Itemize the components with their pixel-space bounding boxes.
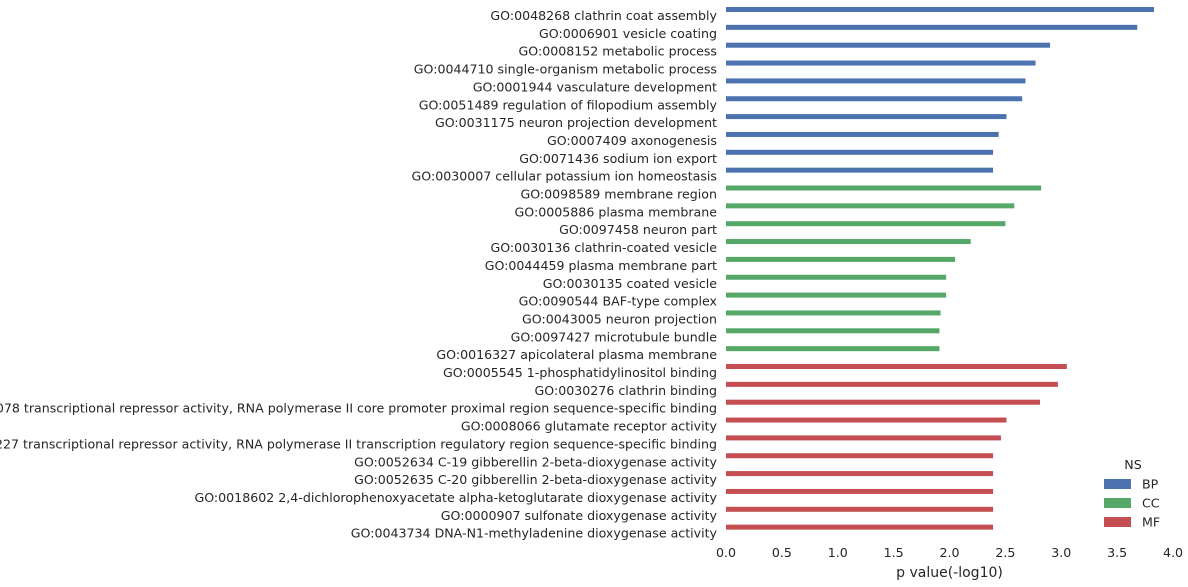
- x-tick-label-1-5: 1.5: [884, 545, 904, 560]
- bar-go-0043734: [726, 524, 994, 530]
- legend-title: NS: [1124, 457, 1141, 472]
- x-tick-label-2-5: 2.5: [995, 545, 1015, 560]
- category-label-go-0051489: GO:0051489 regulation of filopodium asse…: [419, 97, 718, 112]
- x-tick-label-3-5: 3.5: [1107, 545, 1127, 560]
- x-axis: 0.0 0.5 1.0 1.5 2.0 2.5 3.0 3.5 4.0: [716, 545, 1183, 560]
- x-tick-label-0-5: 0.5: [772, 545, 792, 560]
- legend-swatch-bp: [1104, 479, 1131, 489]
- x-tick-label-2-0: 2.0: [939, 545, 959, 560]
- category-label-go-0044459: GO:0044459 plasma membrane part: [485, 258, 717, 273]
- bar-go-0030136: [726, 239, 971, 245]
- bar-go-0008066: [726, 417, 1007, 423]
- category-label-go-0098589: GO:0098589 membrane region: [520, 187, 717, 202]
- category-label-go-0008066: GO:0008066 glutamate receptor activity: [461, 419, 718, 434]
- category-label-go-0030007: GO:0030007 cellular potassium ion homeos…: [412, 169, 718, 184]
- legend-swatch-cc: [1104, 498, 1131, 508]
- bar-go-0030007: [726, 167, 994, 173]
- category-label-go-0030135: GO:0030135 coated vesicle: [543, 276, 717, 291]
- bar-go-0044459: [726, 256, 956, 262]
- bar-go-0001078: [726, 399, 1041, 405]
- category-label-go-0031175: GO:0031175 neuron projection development: [435, 115, 717, 130]
- category-label-go-0090544: GO:0090544 BAF-type complex: [519, 294, 718, 309]
- bar-go-0031175: [726, 114, 1007, 120]
- legend-label-mf: MF: [1142, 515, 1160, 530]
- category-label-go-0001078: GO:0001078 transcriptional repressor act…: [0, 401, 717, 416]
- category-label-go-0001944: GO:0001944 vasculature development: [473, 79, 717, 94]
- category-label-go-0030136: GO:0030136 clathrin-coated vesicle: [490, 240, 717, 255]
- category-label-go-0016327: GO:0016327 apicolateral plasma membrane: [436, 347, 717, 362]
- bar-go-0005886: [726, 203, 1015, 209]
- bar-go-0007409: [726, 131, 999, 137]
- bars-layer: [726, 7, 1155, 530]
- bar-go-0001944: [726, 78, 1026, 84]
- category-label-go-0043005: GO:0043005 neuron projection: [522, 311, 717, 326]
- bar-go-0016327: [726, 346, 940, 352]
- x-tick-label-1-0: 1.0: [828, 545, 848, 560]
- category-label-go-0000907: GO:0000907 sulfonate dioxygenase activit…: [441, 508, 718, 523]
- category-label-go-0030276: GO:0030276 clathrin binding: [535, 383, 717, 398]
- category-label-go-0097458: GO:0097458 neuron part: [559, 222, 717, 237]
- bar-go-0005545: [726, 364, 1067, 369]
- x-tick-label-3-0: 3.0: [1051, 545, 1071, 560]
- legend: NS BP CC MF: [1104, 457, 1160, 530]
- category-label-go-0048268: GO:0048268 clathrin coat assembly: [490, 8, 717, 23]
- category-label-go-0043734: GO:0043734 DNA-N1-methyladenine dioxygen…: [351, 526, 718, 541]
- category-label-go-0006901: GO:0006901 vesicle coating: [539, 26, 717, 41]
- bar-go-0006901: [726, 24, 1138, 30]
- category-label-go-0007409: GO:0007409 axonogenesis: [547, 133, 717, 148]
- bar-go-0097427: [726, 328, 940, 334]
- bar-go-0001227: [726, 435, 1001, 441]
- bar-go-0008152: [726, 42, 1051, 48]
- x-axis-title: p value(-log10): [896, 565, 1003, 581]
- bar-go-0098589: [726, 185, 1042, 191]
- bar-go-0030276: [726, 381, 1058, 387]
- bar-go-0048268: [726, 7, 1155, 12]
- category-label-go-0001227: GO:0001227 transcriptional repressor act…: [0, 436, 717, 451]
- category-label-go-0097427: GO:0097427 microtubule bundle: [511, 329, 718, 344]
- bar-go-0090544: [726, 292, 947, 298]
- bar-go-0030135: [726, 274, 947, 280]
- bar-go-0097458: [726, 221, 1006, 227]
- legend-swatch-mf: [1104, 517, 1131, 527]
- category-label-go-0018602: GO:0018602 2,4-dichlorophenoxyacetate al…: [194, 490, 717, 505]
- category-label-go-0044710: GO:0044710 single-organism metabolic pro…: [414, 62, 717, 77]
- bar-go-0044710: [726, 60, 1036, 66]
- legend-label-bp: BP: [1142, 477, 1159, 492]
- bar-go-0000907: [726, 506, 994, 512]
- bar-go-0018602: [726, 488, 994, 494]
- bar-go-0071436: [726, 149, 994, 155]
- category-label-go-0052635: GO:0052635 C-20 gibberellin 2-beta-dioxy…: [354, 472, 717, 487]
- legend-label-cc: CC: [1142, 496, 1160, 511]
- category-label-go-0008152: GO:0008152 metabolic process: [519, 44, 717, 59]
- category-label-go-0005886: GO:0005886 plasma membrane: [515, 204, 718, 219]
- category-labels: GO:0048268 clathrin coat assembly GO:0006…: [0, 8, 718, 541]
- x-tick-label-4-0: 4.0: [1163, 545, 1183, 560]
- x-tick-label-0-0: 0.0: [716, 545, 736, 560]
- bar-go-0052634: [726, 453, 994, 459]
- bar-go-0043005: [726, 310, 941, 316]
- bar-go-0051489: [726, 96, 1023, 102]
- category-label-go-0052634: GO:0052634 C-19 gibberellin 2-beta-dioxy…: [354, 454, 717, 469]
- category-label-go-0071436: GO:0071436 sodium ion export: [519, 151, 717, 166]
- bar-go-0052635: [726, 471, 994, 477]
- category-label-go-0005545: GO:0005545 1-phosphatidylinositol bindin…: [443, 365, 717, 380]
